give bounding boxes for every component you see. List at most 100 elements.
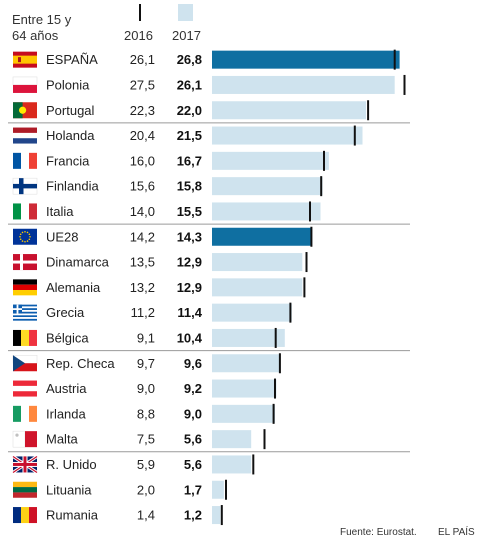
value-2017: 11,4 <box>177 305 202 320</box>
bar-2017 <box>212 430 251 448</box>
country-label: Rumania <box>46 508 99 523</box>
country-label: Austria <box>46 381 87 396</box>
value-2016: 14,0 <box>130 204 155 219</box>
value-2017: 22,0 <box>177 103 202 118</box>
source-note: Fuente: Eurostat. <box>340 527 417 538</box>
value-2017: 14,3 <box>177 229 202 244</box>
flag-eu-icon <box>13 229 37 245</box>
value-2016: 14,2 <box>130 229 155 244</box>
table-row: Portugal 22,3 22,0 <box>13 100 369 120</box>
marker-2016 <box>309 201 311 221</box>
country-label: Holanda <box>46 128 95 143</box>
marker-2016 <box>404 75 406 95</box>
country-label: UE28 <box>46 229 79 244</box>
table-row: Bélgica 9,1 10,4 <box>13 328 285 348</box>
legend-bar-2017 <box>178 4 193 21</box>
table-row: Holanda 20,4 21,5 <box>13 126 363 146</box>
bar-2017 <box>212 481 224 499</box>
value-2016: 5,9 <box>137 457 155 472</box>
marker-2016 <box>303 277 305 297</box>
table-row: Rep. Checa 9,7 9,6 <box>13 353 281 373</box>
marker-2016 <box>289 303 291 323</box>
bar-2017 <box>212 152 329 170</box>
value-2017: 26,8 <box>177 52 202 67</box>
flag-italy-icon <box>13 203 37 219</box>
flag-malta-icon <box>13 431 37 447</box>
country-label: Grecia <box>46 305 85 320</box>
bar-2017 <box>212 304 292 322</box>
country-label: ESPAÑA <box>46 52 98 67</box>
table-row: Malta 7,5 5,6 <box>13 429 266 449</box>
flag-united-kingdom-icon <box>13 456 37 472</box>
flag-ireland-icon <box>13 406 37 422</box>
value-2016: 9,7 <box>137 356 155 371</box>
table-row: Finlandia 15,6 15,8 <box>13 176 323 196</box>
country-label: Portugal <box>46 103 95 118</box>
table-row: Alemania 13,2 12,9 <box>13 277 305 297</box>
value-2017: 1,2 <box>184 508 202 523</box>
chart-rows: ESPAÑA 26,1 26,8 Polonia 27,5 26,1 Portugal 22,… <box>8 50 410 525</box>
flag-lithuania-icon <box>13 482 37 498</box>
value-2016: 15,6 <box>130 179 155 194</box>
marker-2016 <box>252 454 254 474</box>
publisher-credit: EL PAÍS <box>438 527 475 538</box>
table-row: Dinamarca 13,5 12,9 <box>13 252 308 272</box>
marker-2016 <box>221 505 223 525</box>
marker-2016 <box>394 50 396 70</box>
table-row: Irlanda 8,8 9,0 <box>13 404 275 424</box>
value-2017: 9,0 <box>184 406 202 421</box>
flag-netherlands-icon <box>13 128 37 144</box>
country-label: Dinamarca <box>46 255 110 270</box>
value-2016: 27,5 <box>130 77 155 92</box>
marker-2016 <box>310 227 312 247</box>
marker-2016 <box>275 328 277 348</box>
marker-2016 <box>367 100 369 120</box>
country-label: Irlanda <box>46 406 87 421</box>
table-row: ESPAÑA 26,1 26,8 <box>13 50 400 70</box>
table-row: Italia 14,0 15,5 <box>13 201 321 221</box>
bar-2017 <box>212 354 279 372</box>
bar-2017 <box>212 253 302 271</box>
flag-france-icon <box>13 153 37 169</box>
country-label: Finlandia <box>46 179 100 194</box>
flag-denmark-icon <box>13 254 37 270</box>
value-2016: 26,1 <box>130 52 155 67</box>
legend-marker-2016 <box>139 4 141 21</box>
flag-portugal-icon <box>13 102 37 118</box>
table-row: UE28 14,2 14,3 <box>13 227 312 247</box>
value-2016: 7,5 <box>137 432 155 447</box>
value-2017: 12,9 <box>177 280 202 295</box>
country-label: Francia <box>46 153 90 168</box>
bar-2017 <box>212 51 400 69</box>
value-2017: 9,6 <box>184 356 202 371</box>
value-2017: 9,2 <box>184 381 202 396</box>
country-label: R. Unido <box>46 457 97 472</box>
value-2016: 20,4 <box>130 128 155 143</box>
bar-2017 <box>212 76 395 94</box>
country-label: Lituania <box>46 482 92 497</box>
country-label: Alemania <box>46 280 101 295</box>
table-row: R. Unido 5,9 5,6 <box>13 454 254 474</box>
value-2017: 15,8 <box>177 179 202 194</box>
bar-2017 <box>212 177 323 195</box>
value-2016: 13,2 <box>130 280 155 295</box>
table-row: Lituania 2,0 1,7 <box>13 480 227 500</box>
marker-2016 <box>273 404 275 424</box>
bar-2017 <box>212 506 220 524</box>
flag-belgium-icon <box>13 330 37 346</box>
value-2016: 11,2 <box>131 305 155 320</box>
country-label: Italia <box>46 204 74 219</box>
value-2017: 5,6 <box>184 457 202 472</box>
flag-spain-icon <box>13 52 37 68</box>
flag-czech-republic-icon <box>13 355 37 371</box>
bar-2017 <box>212 228 312 246</box>
value-2016: 13,5 <box>130 255 155 270</box>
flag-poland-icon <box>13 77 37 93</box>
bar-2017 <box>212 329 285 347</box>
marker-2016 <box>323 151 325 171</box>
value-2017: 26,1 <box>177 77 202 92</box>
table-row: Francia 16,0 16,7 <box>13 151 329 171</box>
value-2017: 5,6 <box>184 432 202 447</box>
value-2016: 1,4 <box>137 508 155 523</box>
